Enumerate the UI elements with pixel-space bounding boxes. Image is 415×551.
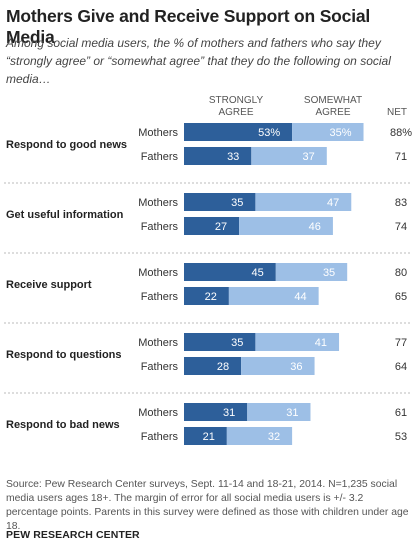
net-value-label: 74 bbox=[395, 221, 407, 233]
net-value-label: 83 bbox=[395, 197, 407, 209]
row-label: Mothers bbox=[138, 407, 178, 419]
value-label-strongly: 21 bbox=[203, 431, 215, 443]
bar-strongly-agree bbox=[184, 217, 240, 235]
net-value-label: 61 bbox=[395, 407, 407, 419]
bar-somewhat-agree bbox=[255, 193, 352, 211]
bar-strongly-agree bbox=[184, 403, 248, 421]
value-label-strongly: 33 bbox=[227, 151, 239, 163]
group-label: Respond to good news bbox=[6, 139, 127, 151]
bar-somewhat-agree bbox=[292, 123, 364, 141]
group-label: Get useful information bbox=[6, 209, 124, 221]
value-label-somewhat: 41 bbox=[315, 337, 327, 349]
value-label-somewhat: 46 bbox=[309, 221, 321, 233]
net-value-label: 80 bbox=[395, 267, 407, 279]
net-value-label: 53 bbox=[395, 431, 407, 443]
row-label: Fathers bbox=[141, 221, 179, 233]
bar-strongly-agree bbox=[184, 287, 229, 305]
row-label: Fathers bbox=[141, 431, 179, 443]
value-label-strongly: 35 bbox=[231, 197, 243, 209]
chart-subtitle: Among social media users, the % of mothe… bbox=[6, 36, 391, 86]
chart-title: Mothers Give and Receive Support on Soci… bbox=[6, 6, 371, 47]
group-label: Receive support bbox=[6, 279, 92, 291]
header-net: NET bbox=[387, 107, 407, 118]
bar-strongly-agree bbox=[184, 147, 252, 165]
bar-strongly-agree bbox=[184, 263, 276, 281]
header-somewhat-line1: SOMEWHAT bbox=[304, 95, 362, 106]
value-label-somewhat: 44 bbox=[294, 291, 306, 303]
group-label: Respond to questions bbox=[6, 349, 122, 361]
bar-strongly-agree bbox=[184, 123, 293, 141]
bar-somewhat-agree bbox=[228, 287, 319, 305]
net-value-label: 77 bbox=[395, 337, 407, 349]
bar-somewhat-agree bbox=[247, 403, 311, 421]
bar-strongly-agree bbox=[184, 333, 256, 351]
header-somewhat-line2: AGREE bbox=[315, 107, 350, 118]
group-label: Respond to bad news bbox=[6, 419, 120, 431]
net-value-label: 65 bbox=[395, 291, 407, 303]
value-label-somewhat: 35% bbox=[329, 127, 351, 139]
value-label-somewhat: 35 bbox=[323, 267, 335, 279]
row-label: Mothers bbox=[138, 127, 178, 139]
value-label-somewhat: 47 bbox=[327, 197, 339, 209]
row-label: Mothers bbox=[138, 337, 178, 349]
header-strongly-line1: STRONGLY bbox=[209, 95, 264, 106]
bar-somewhat-agree bbox=[226, 427, 293, 445]
net-value-label: 64 bbox=[395, 361, 407, 373]
net-value-label: 71 bbox=[395, 151, 407, 163]
bar-strongly-agree bbox=[184, 357, 242, 375]
bar-somewhat-agree bbox=[241, 357, 315, 375]
source-note: Source: Pew Research Center surveys, Sep… bbox=[6, 479, 409, 532]
row-label: Fathers bbox=[141, 151, 179, 163]
bar-somewhat-agree bbox=[239, 217, 333, 235]
value-label-strongly: 27 bbox=[215, 221, 227, 233]
value-label-strongly: 31 bbox=[223, 407, 235, 419]
bar-strongly-agree bbox=[184, 427, 227, 445]
row-label: Fathers bbox=[141, 361, 179, 373]
value-label-somewhat: 36 bbox=[290, 361, 302, 373]
bar-somewhat-agree bbox=[275, 263, 348, 281]
value-label-strongly: 28 bbox=[217, 361, 229, 373]
pew-logo-text: PEW RESEARCH CENTER bbox=[6, 529, 140, 541]
row-label: Mothers bbox=[138, 197, 178, 209]
value-label-strongly: 35 bbox=[231, 337, 243, 349]
row-label: Mothers bbox=[138, 267, 178, 279]
net-value-label: 88% bbox=[390, 127, 412, 139]
value-label-strongly: 53% bbox=[258, 127, 280, 139]
value-label-somewhat: 37 bbox=[303, 151, 315, 163]
bar-somewhat-agree bbox=[255, 333, 340, 351]
row-label: Fathers bbox=[141, 291, 179, 303]
value-label-strongly: 22 bbox=[205, 291, 217, 303]
bar-strongly-agree bbox=[184, 193, 256, 211]
value-label-somewhat: 32 bbox=[268, 431, 280, 443]
value-label-strongly: 45 bbox=[252, 267, 264, 279]
header-strongly-line2: AGREE bbox=[218, 107, 253, 118]
bar-somewhat-agree bbox=[251, 147, 327, 165]
value-label-somewhat: 31 bbox=[286, 407, 298, 419]
